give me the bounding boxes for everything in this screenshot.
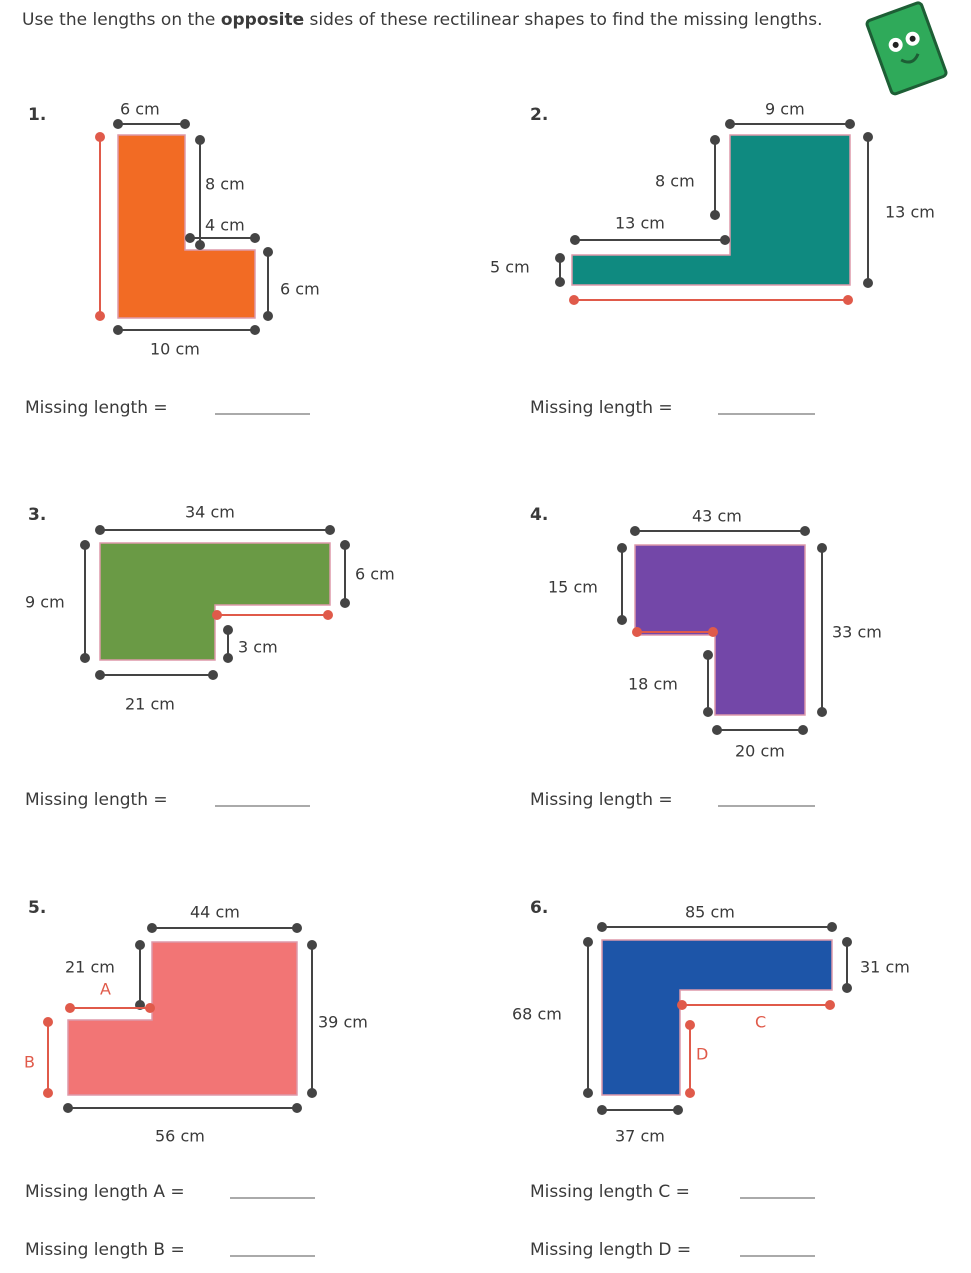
problem: 5. 44 cm 21 cm A 39 cm B 56 cm Missing l…	[24, 898, 368, 1260]
answer-prompt: Missing length =	[530, 398, 673, 418]
dimension-label: 39 cm	[318, 1013, 368, 1032]
problem: 2. 9 cm 8 cm 13 cm 13 cm 5 cm Missing le…	[490, 100, 935, 419]
dimension-label: 18 cm	[628, 675, 678, 694]
dimension-label: 85 cm	[685, 903, 735, 922]
dimension-label: 4 cm	[205, 216, 245, 235]
dimension-label: 21 cm	[65, 958, 115, 977]
dimension-label: 34 cm	[185, 503, 235, 522]
dimension-label: 43 cm	[692, 507, 742, 526]
dimension-label: 5 cm	[490, 258, 530, 277]
dimension-label: 31 cm	[860, 958, 910, 977]
answer-prompt: Missing length B =	[25, 1240, 185, 1260]
dimension-label: 9 cm	[25, 593, 65, 612]
missing-label: B	[24, 1053, 35, 1072]
missing-label: D	[696, 1045, 708, 1064]
answer-prompt: Missing length =	[25, 398, 168, 418]
missing-label: C	[755, 1013, 766, 1032]
dimension-label: 20 cm	[735, 742, 785, 761]
problem: 1. 6 cm 8 cm 4 cm 6 cm 10 cm Missing len…	[25, 100, 320, 419]
dimension-label: 8 cm	[205, 175, 245, 194]
dimension-label: 3 cm	[238, 638, 278, 657]
dimension-label: 9 cm	[765, 100, 805, 119]
problem-number: 2.	[530, 105, 548, 125]
dimension-label: 8 cm	[655, 172, 695, 191]
dimension-label: 33 cm	[832, 623, 882, 642]
instructions-bold: opposite	[221, 10, 304, 30]
missing-label: A	[100, 980, 111, 999]
problem-number: 4.	[530, 505, 548, 525]
instructions-text: Use the lengths on the	[22, 10, 215, 30]
answer-prompt: Missing length =	[530, 790, 673, 810]
problem-number: 1.	[28, 105, 46, 125]
answer-prompt: Missing length =	[25, 790, 168, 810]
dimension-label: 44 cm	[190, 903, 240, 922]
problem: 4. 43 cm 15 cm 33 cm 18 cm 20 cm Missing…	[530, 505, 882, 810]
instructions: Use the lengths on the opposite sides of…	[22, 10, 822, 30]
instructions-text: sides of these rectilinear shapes to fin…	[310, 10, 823, 30]
problem-number: 3.	[28, 505, 46, 525]
dimension-label: 56 cm	[155, 1127, 205, 1146]
dimension-label: 15 cm	[548, 578, 598, 597]
dimension-label: 21 cm	[125, 695, 175, 714]
problem-number: 5.	[28, 898, 46, 918]
dimension-label: 13 cm	[885, 203, 935, 222]
answer-prompt: Missing length A =	[25, 1182, 185, 1202]
problem: 3. 34 cm 6 cm 9 cm 3 cm 21 cm Missing le…	[25, 503, 395, 811]
dimension-label: 6 cm	[280, 280, 320, 299]
dimension-label: 6 cm	[120, 100, 160, 119]
answer-prompt: Missing length D =	[530, 1240, 691, 1260]
dimension-label: 37 cm	[615, 1127, 665, 1146]
dimension-label: 13 cm	[615, 214, 665, 233]
problem-number: 6.	[530, 898, 548, 918]
answer-prompt: Missing length C =	[530, 1182, 690, 1202]
book-icon	[865, 1, 948, 96]
dimension-label: 6 cm	[355, 565, 395, 584]
problem: 6. 85 cm 31 cm 68 cm C D 37 cm Missing l…	[512, 898, 910, 1260]
dimension-label: 10 cm	[150, 340, 200, 359]
dimension-label: 68 cm	[512, 1005, 562, 1024]
